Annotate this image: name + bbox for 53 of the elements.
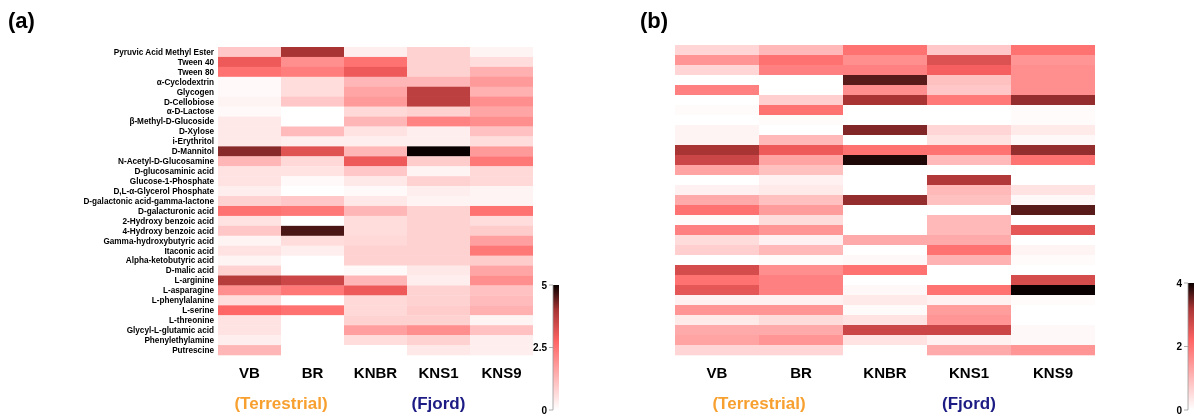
x-tick-label: KNS1 — [948, 364, 990, 381]
y-tick-label: β-Methyl-D-Glucoside — [129, 117, 215, 127]
color-bar-label: 4 — [1176, 277, 1183, 289]
y-tick-label: Phenylethylamine — [144, 335, 215, 345]
x-tick-label: KNS9 — [1032, 364, 1074, 381]
x-tick-label: BR — [301, 364, 324, 381]
y-tick-label: Pyruvic Acid Methyl Ester — [113, 47, 215, 57]
y-tick-label: D-Mannitol — [171, 147, 214, 157]
y-tick-label: 4-Hydroxy benzoic acid — [122, 226, 214, 236]
y-tick-label: D-glucosaminic acid — [134, 167, 214, 177]
chart-title: (b) — [640, 8, 669, 33]
x-tick-label: KNS1 — [418, 364, 459, 381]
y-tick-label: L-serine — [182, 306, 215, 316]
text: (Terrestrial) — [712, 394, 806, 413]
color-bar-label: 0 — [541, 404, 548, 416]
y-tick-label: Alpha-ketobutyric acid — [125, 256, 214, 266]
x-tick-label: BR — [790, 364, 812, 381]
color-bar-label: 5 — [541, 279, 548, 291]
x-tick-label: VB — [706, 364, 728, 381]
x-tick-label: VB — [239, 364, 261, 381]
y-tick-label: Tween 40 — [177, 57, 215, 67]
x-tick-label: KNBR — [353, 364, 398, 381]
y-tick-label: D,L-α-Glycerol Phosphate — [113, 186, 215, 196]
y-tick-label: Glycyl-L-glutamic acid — [126, 326, 214, 336]
y-tick-label: Glucose-1-Phosphate — [129, 177, 215, 186]
y-tick-label: L-phenylalanine — [151, 296, 215, 306]
y-tick-label: α-Cyclodextrin — [156, 77, 214, 87]
y-tick-label: i-Erythritol — [172, 137, 214, 147]
y-tick-label: L-asparagine — [163, 286, 215, 296]
y-tick-label: Gamma-hydroxybutyric acid — [103, 236, 214, 246]
text: (Fjord) — [411, 394, 466, 413]
y-tick-label: α-D-Lactose — [166, 107, 215, 117]
y-tick-label: 2-Hydroxy benzoic acid — [122, 216, 214, 226]
text: (Fjord) — [942, 394, 996, 413]
color-bar-label: 2.5 — [533, 342, 548, 353]
y-tick-label: L-threonine — [168, 316, 215, 326]
y-tick-label: N-Acetyl-D-Glucosamine — [118, 157, 215, 167]
color-bar-label: 0 — [1176, 404, 1183, 416]
y-tick-label: D-Cellobiose — [163, 97, 215, 107]
y-tick-label: D-malic acid — [165, 266, 214, 276]
y-tick-label: D-Xylose — [178, 127, 215, 137]
y-tick-label: D-galacturonic acid — [138, 206, 214, 216]
color-bar-label: 2 — [1176, 341, 1183, 352]
y-tick-label: D-galactonic acid-gamma-lactone — [83, 196, 215, 206]
x-tick-label: KNBR — [863, 364, 907, 381]
y-tick-label: Tween 80 — [177, 67, 215, 77]
x-tick-label: KNS9 — [481, 364, 522, 381]
text: (Terrestrial) — [234, 394, 328, 413]
text: (a) — [8, 8, 35, 33]
y-tick-label: Putrescine — [172, 345, 215, 355]
y-tick-label: L-arginine — [174, 276, 215, 286]
y-tick-label: Glycogen — [176, 87, 214, 97]
y-tick-label: Itaconic acid — [164, 246, 214, 256]
